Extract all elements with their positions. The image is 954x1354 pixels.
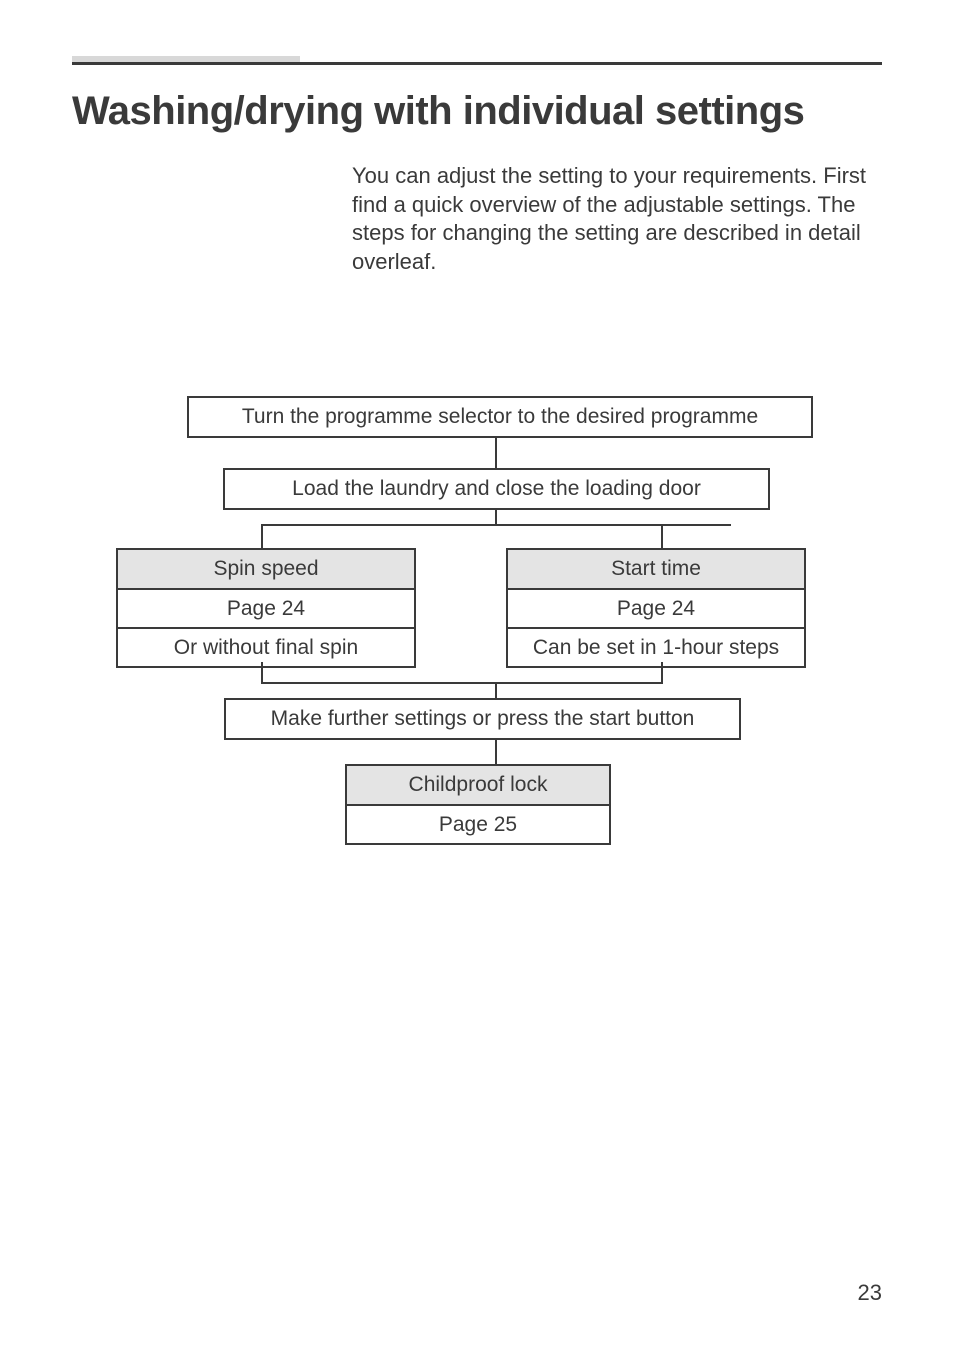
flow-childproof-page: Page 25 (347, 804, 609, 843)
flow-childproof-header: Childproof lock (347, 766, 609, 803)
flow-connector (261, 524, 263, 548)
flow-spin-page: Page 24 (118, 588, 414, 627)
flow-step-further-settings: Make further settings or press the start… (226, 700, 739, 737)
flow-start-time-page: Page 24 (508, 588, 804, 627)
flow-box-step2: Load the laundry and close the loading d… (223, 468, 770, 509)
flowchart: Turn the programme selector to the desir… (72, 396, 882, 916)
flow-connector (495, 682, 497, 698)
flow-box-step1: Turn the programme selector to the desir… (187, 396, 813, 437)
flow-start-time-header: Start time (508, 550, 804, 587)
flow-step-select-programme: Turn the programme selector to the desir… (189, 398, 811, 435)
flow-connector (661, 662, 663, 682)
page-number: 23 (858, 1280, 882, 1306)
flow-spin-header: Spin speed (118, 550, 414, 587)
page-title: Washing/drying with individual settings (72, 89, 882, 134)
flow-connector (495, 436, 497, 452)
intro-paragraph: You can adjust the setting to your requi… (352, 162, 882, 276)
flow-box-step4: Make further settings or press the start… (224, 698, 741, 739)
flow-box-childproof: Childproof lockPage 25 (345, 764, 611, 844)
flow-box-spin-speed: Spin speedPage 24Or without final spin (116, 548, 416, 668)
flow-connector (661, 524, 663, 548)
flow-connector (495, 508, 497, 524)
flow-connector (261, 662, 263, 682)
header-rule-dark (72, 62, 882, 65)
flow-box-start-time: Start timePage 24Can be set in 1-hour st… (506, 548, 806, 668)
flow-connector (495, 738, 497, 764)
flow-connector (495, 452, 497, 468)
flow-connector (261, 682, 663, 684)
flow-step-load-laundry: Load the laundry and close the loading d… (225, 470, 768, 507)
flow-spin-note: Or without final spin (118, 627, 414, 666)
flow-start-time-note: Can be set in 1-hour steps (508, 627, 804, 666)
